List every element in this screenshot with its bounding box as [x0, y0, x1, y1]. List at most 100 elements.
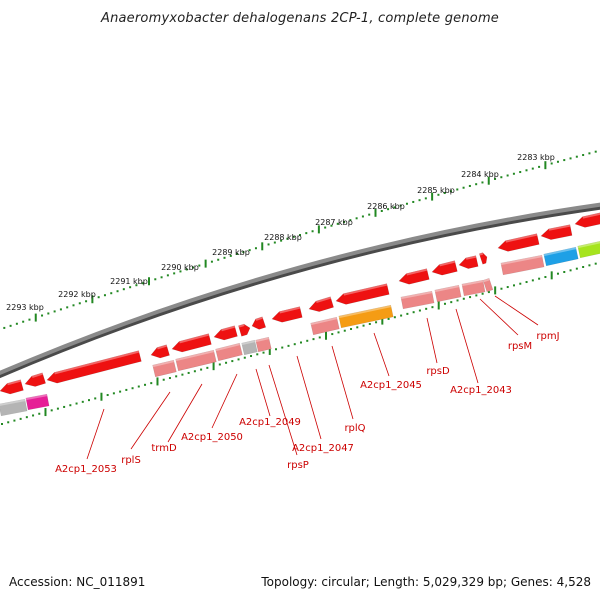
scale-label: 2289 kbp	[212, 248, 250, 257]
inner-scale-dot	[200, 368, 203, 371]
inner-scale-dot	[513, 284, 516, 287]
outer-scale-major-tick	[544, 161, 547, 170]
inner-scale-dot	[125, 388, 128, 391]
gene-label: rpsM	[508, 341, 532, 352]
outer-scale-dot	[305, 232, 308, 235]
gene-label: A2cp1_2053	[55, 464, 117, 475]
outer-scale-dot	[179, 270, 182, 273]
gene-arrow	[398, 268, 430, 285]
outer-scale-dot	[481, 181, 484, 184]
gene-arrow	[251, 316, 267, 330]
outer-scale-dot	[59, 308, 62, 311]
scale-label: 2288 kbp	[264, 233, 302, 242]
gene-arrow	[478, 252, 488, 265]
inner-scale-dot	[250, 355, 253, 358]
outer-scale-dot	[280, 239, 283, 242]
inner-scale-major-tick	[550, 271, 553, 280]
outer-scale-dot	[173, 272, 176, 275]
inner-scale-dot	[337, 331, 340, 334]
inner-scale-dot	[281, 346, 284, 349]
feature-bar	[152, 359, 177, 378]
outer-scale-dot	[286, 237, 289, 240]
outer-scale-dot	[368, 213, 371, 216]
outer-scale-dot	[103, 294, 106, 297]
inner-scale-dot	[406, 312, 409, 315]
outer-scale-major-tick	[261, 242, 264, 251]
gene-label: A2cp1_2050	[181, 432, 243, 443]
gene-label: A2cp1_2049	[239, 417, 301, 428]
inner-scale-dot	[362, 324, 365, 327]
outer-scale-dot	[412, 200, 415, 203]
inner-scale-dot	[175, 375, 178, 378]
scale-label: 2285 kbp	[417, 186, 455, 195]
inner-scale-major-tick	[381, 316, 384, 325]
leader-line	[373, 332, 390, 377]
inner-scale-major-tick	[156, 377, 159, 386]
inner-scale-dot	[106, 394, 109, 397]
outer-scale-dot	[135, 284, 138, 287]
inner-scale-dot	[287, 344, 290, 347]
outer-scale-dot	[450, 190, 452, 193]
outer-scale-dot	[563, 159, 566, 162]
inner-scale-dot	[144, 383, 147, 386]
gene-arrow	[574, 212, 600, 228]
outer-scale-dot	[166, 274, 169, 277]
outer-scale-dot	[575, 155, 578, 158]
outer-scale-dot	[236, 252, 239, 255]
inner-scale-dot	[75, 402, 78, 405]
outer-scale-dot	[387, 208, 390, 211]
outer-scale-dot	[361, 215, 364, 218]
outer-scale-dot	[380, 209, 383, 212]
outer-scale-dot	[22, 320, 25, 323]
outer-scale-dot	[311, 230, 314, 233]
outer-scale-dot	[72, 304, 75, 307]
inner-scale-dot	[231, 360, 234, 363]
outer-scale-major-tick	[91, 295, 94, 304]
outer-scale-dot	[437, 193, 440, 196]
inner-scale-dot	[63, 405, 66, 408]
outer-scale-dot	[588, 152, 591, 155]
genome-summary-text: Topology: circular; Length: 5,029,329 bp…	[261, 575, 591, 589]
feature-bar	[0, 398, 28, 417]
gene-arrow	[540, 224, 573, 240]
inner-scale-major-tick	[44, 408, 47, 417]
outer-scale-major-tick	[148, 277, 150, 286]
outer-scale-dot	[66, 306, 69, 309]
outer-scale-dot	[500, 176, 503, 179]
inner-scale-dot	[168, 377, 171, 380]
inner-scale-major-tick	[212, 362, 215, 371]
inner-scale-dot	[7, 421, 10, 424]
outer-scale-major-tick	[431, 192, 434, 201]
outer-scale-dot	[550, 162, 553, 165]
inner-scale-dot	[481, 292, 484, 295]
inner-scale-dot	[331, 333, 334, 336]
inner-scale-major-tick	[494, 286, 497, 295]
inner-scale-dot	[375, 321, 378, 324]
outer-scale-dot	[468, 184, 471, 187]
outer-scale-major-tick	[204, 259, 207, 268]
gene-arrow	[458, 255, 479, 269]
inner-scale-dot	[544, 276, 547, 279]
inner-scale-dot	[556, 272, 559, 275]
inner-scale-dot	[306, 339, 309, 342]
inner-scale-dot	[262, 351, 265, 354]
inner-scale-dot	[256, 353, 259, 356]
inner-scale-dot	[56, 407, 59, 410]
scale-label: 2291 kbp	[110, 277, 148, 286]
outer-scale-dot	[538, 165, 541, 168]
outer-scale-dot	[154, 278, 157, 281]
inner-scale-major-tick	[268, 346, 271, 355]
accession-text: Accession: NC_011891	[9, 575, 146, 589]
gene-arrow	[171, 333, 212, 353]
outer-scale-dot	[519, 171, 522, 174]
inner-scale-dot	[300, 341, 302, 344]
outer-scale-dot	[254, 247, 257, 250]
leader-line	[296, 355, 322, 440]
outer-scale-dot	[53, 310, 56, 313]
outer-scale-dot	[443, 192, 446, 195]
outer-scale-dot	[299, 234, 301, 236]
outer-scale-dot	[41, 314, 44, 317]
outer-scale-dot	[494, 177, 497, 180]
outer-scale-dot	[343, 220, 346, 223]
inner-scale-dot	[582, 266, 585, 269]
